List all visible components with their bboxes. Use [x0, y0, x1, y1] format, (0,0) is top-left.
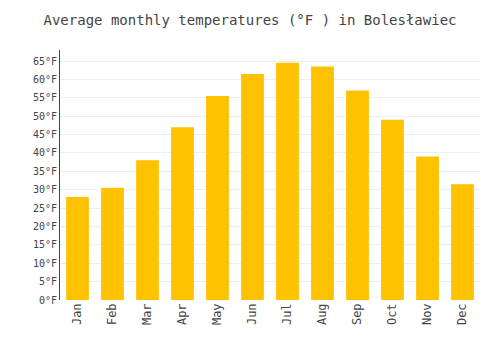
svg-text:50°F: 50°F [33, 111, 57, 122]
svg-text:Oct: Oct [385, 303, 399, 325]
svg-text:35°F: 35°F [33, 166, 57, 177]
svg-text:Aug: Aug [315, 303, 329, 325]
svg-text:Sep: Sep [350, 303, 364, 325]
svg-text:20°F: 20°F [33, 221, 57, 232]
svg-text:0°F: 0°F [39, 295, 57, 306]
svg-text:5°F: 5°F [39, 276, 57, 287]
svg-text:Jan: Jan [70, 303, 84, 325]
svg-text:15°F: 15°F [33, 239, 57, 250]
svg-text:30°F: 30°F [33, 184, 57, 195]
svg-text:60°F: 60°F [33, 74, 57, 85]
svg-text:45°F: 45°F [33, 129, 57, 140]
svg-text:Jun: Jun [245, 303, 259, 325]
svg-text:Nov: Nov [420, 303, 434, 325]
svg-text:Jul: Jul [280, 303, 294, 325]
svg-text:40°F: 40°F [33, 147, 57, 158]
svg-text:25°F: 25°F [33, 203, 57, 214]
svg-text:10°F: 10°F [33, 258, 57, 269]
svg-text:Average monthly temperatures (: Average monthly temperatures (°F ) in Bo… [43, 12, 456, 28]
svg-text:55°F: 55°F [33, 92, 57, 103]
svg-text:Apr: Apr [175, 303, 189, 325]
svg-text:65°F: 65°F [33, 56, 57, 67]
svg-text:Mar: Mar [140, 303, 154, 325]
svg-text:Dec: Dec [455, 303, 469, 325]
svg-text:Feb: Feb [105, 303, 119, 325]
svg-text:May: May [210, 303, 224, 325]
